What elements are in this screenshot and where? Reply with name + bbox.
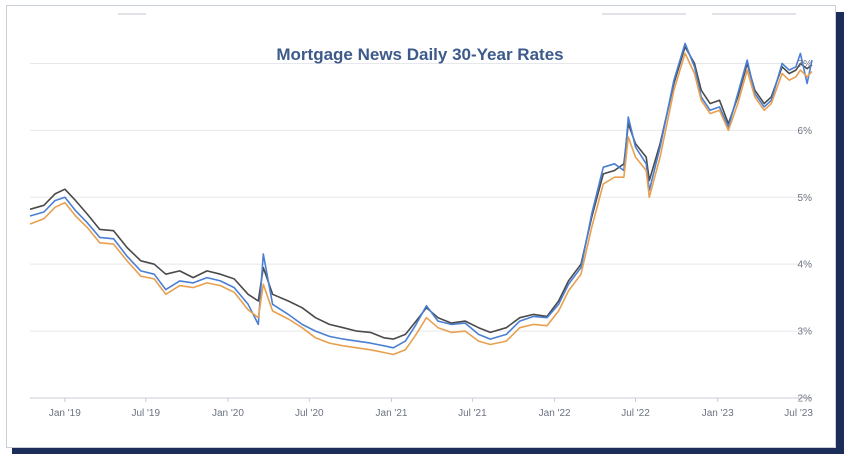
- y-axis-tick-labels: 2% 3% 4% 5% 6% 7%: [798, 59, 813, 405]
- y-tick-label: 6%: [798, 126, 813, 137]
- x-tick-label: Jan '20: [212, 408, 244, 419]
- x-tick-label: Jul '20: [295, 408, 324, 419]
- y-tick-label: 4%: [798, 260, 813, 271]
- y-tick-label: 5%: [798, 193, 813, 204]
- x-tick-label: Jul '21: [458, 408, 487, 419]
- x-tick-label: Jan '23: [702, 408, 734, 419]
- series-line-3: [29, 52, 813, 356]
- x-tick-label: Jul '19: [131, 408, 160, 419]
- x-tick-label: Jan '22: [539, 408, 571, 419]
- y-tick-label: 7%: [798, 59, 813, 70]
- chart-title: Mortgage News Daily 30-Year Rates: [276, 45, 563, 64]
- series-line-2: [29, 42, 813, 349]
- y-tick-label: 2%: [798, 394, 813, 405]
- x-axis-tick-labels: Jan '19 Jul '19 Jan '20 Jul '20 Jan '21 Jul '…: [49, 398, 813, 419]
- series-line-1: [29, 45, 813, 340]
- y-tick-label: 3%: [798, 327, 813, 338]
- x-tick-label: Jan '19: [49, 408, 81, 419]
- x-tick-label: Jul '22: [621, 408, 650, 419]
- x-tick-label: Jul '23: [784, 408, 813, 419]
- series-lines: [29, 42, 813, 356]
- grid-lines: [30, 62, 800, 332]
- x-tick-label: Jan '21: [376, 408, 408, 419]
